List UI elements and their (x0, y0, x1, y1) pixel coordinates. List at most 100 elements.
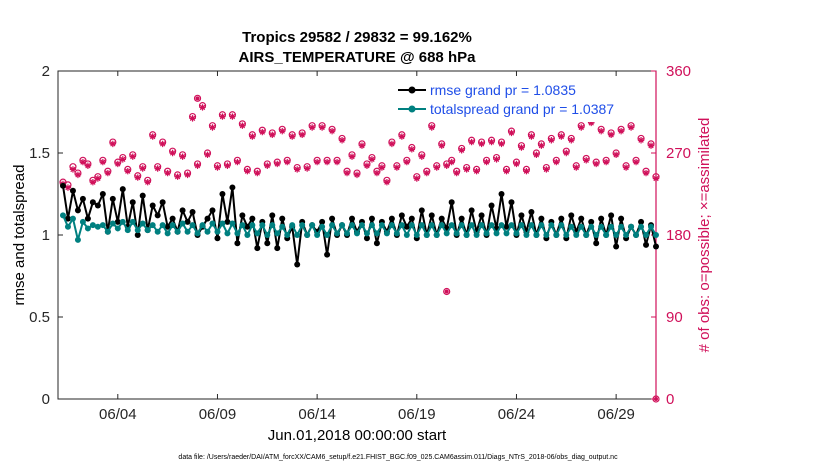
rmse-point (618, 215, 625, 222)
obs-assimilated-point (139, 165, 146, 172)
totalspread-point (274, 230, 281, 237)
totalspread-point (89, 222, 96, 229)
rmse-point (239, 212, 246, 219)
obs-assimilated-point (79, 158, 87, 166)
legend-rmse-marker (408, 86, 416, 94)
totalspread-point (398, 222, 405, 229)
chart-title-line2: AIRS_TEMPERATURE @ 688 hPa (239, 49, 477, 66)
obs-assimilated-point (563, 149, 570, 157)
y-axis-right-label: # of obs: o=possible; ×=assimilated (696, 118, 713, 353)
totalspread-point (638, 223, 645, 230)
obs-assimilated-point (503, 168, 510, 175)
y-right-tick-label: 360 (666, 63, 691, 80)
totalspread-point (528, 222, 535, 229)
obs-assimilated-point (538, 142, 545, 149)
rmse-point (478, 212, 485, 219)
totalspread-point (234, 230, 241, 237)
totalspread-point (189, 222, 196, 229)
rmse-point (159, 199, 166, 206)
obs-assimilated-point (169, 149, 176, 157)
totalspread-point (378, 222, 385, 229)
rmse-point (329, 215, 336, 222)
obs-assimilated-point (64, 184, 72, 191)
totalspread-point (558, 222, 565, 229)
obs-assimilated-point (109, 140, 117, 148)
obs-assimilated-point (612, 151, 620, 159)
totalspread-point (653, 232, 659, 238)
totalspread-point (428, 222, 435, 229)
totalspread-point (179, 220, 186, 227)
rmse-point (538, 215, 545, 222)
totalspread-point (99, 222, 106, 229)
obs-assimilated-point (308, 124, 316, 131)
obs-assimilated-point (398, 133, 406, 140)
rmse-point (244, 223, 251, 230)
totalspread-point (368, 222, 375, 229)
totalspread-point (339, 222, 346, 229)
rmse-point (438, 215, 445, 222)
y-axis-left: 0 0.5 1 1.5 2 (29, 63, 63, 408)
totalspread-point (154, 228, 161, 235)
rmse-point (324, 251, 331, 258)
obs-assimilated-point (458, 147, 465, 154)
totalspread-point (164, 230, 171, 237)
obs-assimilated-point (199, 104, 206, 111)
totalspread-point (159, 222, 166, 229)
obs-assimilated-point (154, 165, 161, 172)
obs-assimilated-point (508, 129, 515, 137)
totalspread-point (349, 222, 356, 229)
totalspread-point (373, 230, 380, 237)
legend-spread-label: totalspread grand pr = 1.0387 (430, 101, 614, 117)
totalspread-point (623, 232, 630, 238)
obs-assimilated-point (189, 115, 196, 122)
obs-assimilated-point (578, 124, 585, 131)
totalspread-point (214, 228, 221, 235)
obs-assimilated-point (174, 173, 181, 180)
totalspread-point (578, 223, 585, 230)
obs-assimilated-point (523, 168, 530, 175)
totalspread-point (583, 232, 590, 238)
obs-assimilated-point (393, 164, 401, 171)
obs-assimilated-point (498, 140, 505, 148)
rmse-point (74, 207, 81, 214)
totalspread-point (518, 222, 525, 229)
rmse-point (69, 187, 76, 194)
rmse-point (403, 223, 410, 230)
obs-assimilated-point (134, 174, 141, 181)
totalspread-point (438, 222, 445, 229)
legend-box (396, 80, 652, 122)
totalspread-point (418, 222, 425, 229)
obs-assimilated-point (602, 158, 610, 166)
y-right-tick-label: 0 (666, 391, 674, 408)
totalspread-point (363, 230, 370, 237)
totalspread-point (254, 230, 261, 237)
totalspread-point (393, 230, 400, 237)
totalspread-point (354, 230, 360, 237)
chart-title-line1: Tropics 29582 / 29832 = 99.162% (242, 29, 472, 46)
obs-assimilated-point (463, 166, 470, 173)
rmse-point (418, 207, 425, 214)
obs-assimilated-point (647, 142, 655, 149)
rmse-point (209, 207, 216, 214)
obs-assimilated-point (348, 153, 356, 160)
rmse-point (184, 218, 191, 225)
obs-assimilated-point (418, 153, 425, 160)
obs-assimilated-point (224, 162, 231, 169)
totalspread-point (453, 230, 460, 237)
totalspread-point (129, 218, 136, 225)
rmse-point (254, 245, 261, 252)
obs-assimilated-point (652, 175, 660, 182)
totalspread-point (64, 223, 71, 230)
rmse-point (588, 218, 595, 225)
rmse-point (134, 232, 141, 238)
totalspread-point (304, 232, 311, 238)
obs-assimilated-point (229, 113, 236, 120)
obs-assimilated-point (323, 158, 331, 166)
totalspread-point (114, 225, 121, 232)
rmse-point (488, 202, 495, 209)
rmse-point (274, 245, 281, 252)
totalspread-point (383, 230, 390, 237)
rmse-point (598, 215, 605, 222)
totalspread-point (413, 232, 420, 238)
obs-assimilated-point (259, 128, 266, 136)
